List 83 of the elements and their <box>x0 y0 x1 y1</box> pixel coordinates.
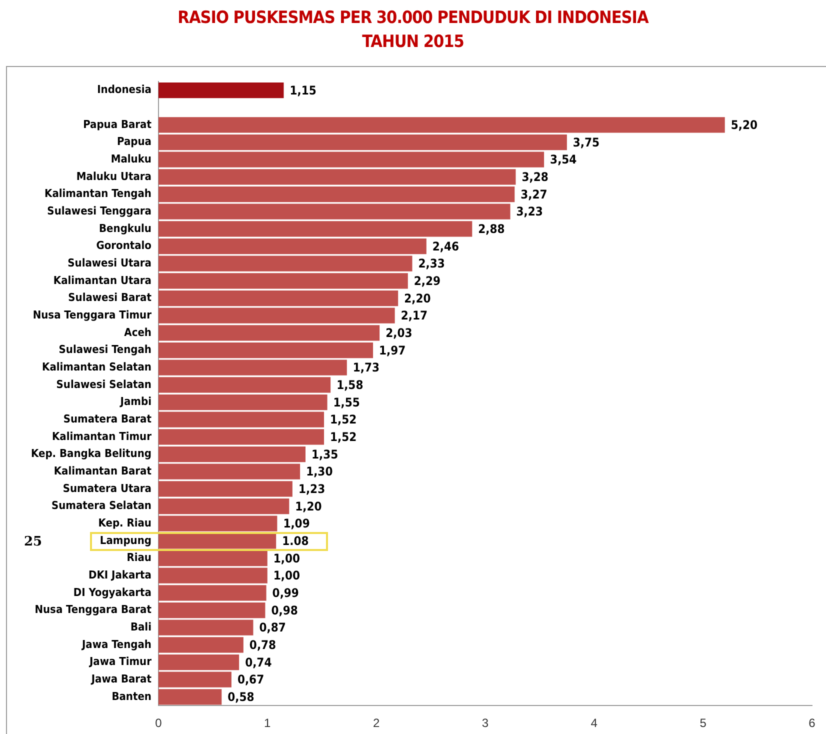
bar <box>158 82 284 98</box>
data-label: 1,97 <box>379 343 406 358</box>
data-label: 0,67 <box>237 672 264 687</box>
y-tick-label: Sumatera Utara <box>62 482 152 495</box>
y-tick-label: Maluku Utara <box>76 170 152 183</box>
data-label: 3,75 <box>572 135 600 150</box>
data-label: 1,73 <box>352 360 380 375</box>
y-tick-label: Sulawesi Barat <box>68 291 152 304</box>
data-label: 3,23 <box>516 204 543 219</box>
y-tick-label: Jawa Barat <box>90 672 152 686</box>
data-label: 1,35 <box>312 447 338 462</box>
data-label: 1.08 <box>282 534 309 548</box>
data-label: 1,00 <box>273 568 300 583</box>
y-tick-label: Sumatera Barat <box>63 412 152 426</box>
y-tick-label: Bali <box>130 620 152 634</box>
data-label: 3,54 <box>550 152 578 167</box>
y-tick-label: DKI Jakarta <box>88 568 152 582</box>
y-tick-label: DI Yogyakarta <box>73 586 152 599</box>
data-label: 1,09 <box>283 516 310 531</box>
y-tick-label: Kalimantan Utara <box>53 274 152 287</box>
data-label: 1,30 <box>306 464 333 479</box>
x-tick-label: 3 <box>482 716 489 730</box>
y-tick-label: Gorontalo <box>96 239 152 252</box>
data-label: 3,27 <box>520 187 548 202</box>
y-tick-label: Kep. Bangka Belitung <box>31 447 152 460</box>
y-tick-label: Sulawesi Tenggara <box>47 204 152 218</box>
data-label: 1,15 <box>290 83 316 98</box>
y-tick-label: Sumatera Selatan <box>51 499 152 512</box>
data-label: 5,20 <box>730 118 758 132</box>
data-label: 2,03 <box>386 326 412 340</box>
x-tick-label: 6 <box>808 716 816 730</box>
data-label: 1,00 <box>273 551 300 566</box>
data-label: 1,23 <box>298 482 326 496</box>
data-label: 2,88 <box>478 222 505 236</box>
y-tick-label: Papua <box>117 135 152 148</box>
x-tick-label: 0 <box>155 716 162 730</box>
data-label: 3,28 <box>522 170 548 184</box>
data-label: 1,55 <box>333 395 360 410</box>
bar <box>158 550 268 566</box>
data-label: 0,98 <box>271 603 298 618</box>
y-tick-label: Jawa Tengah <box>80 638 152 651</box>
y-tick-label: Jawa Timur <box>88 655 152 668</box>
data-label: 0,74 <box>245 655 272 670</box>
x-tick-label: 4 <box>590 716 598 730</box>
y-tick-label: Maluku <box>110 152 152 166</box>
text: 25 <box>24 534 42 550</box>
y-tick-label: Bengkulu <box>99 222 152 235</box>
y-tick-label: Kalimantan Timur <box>52 430 152 443</box>
bar <box>158 516 278 532</box>
data-label: 0,58 <box>228 690 254 704</box>
data-label: 2,46 <box>432 239 460 254</box>
data-label: 1,58 <box>336 378 364 392</box>
y-tick-label: Indonesia <box>97 83 152 96</box>
y-tick-label: Sulawesi Tengah <box>58 343 152 356</box>
y-tick-label: Jambi <box>119 395 152 408</box>
y-tick-label: Lampung <box>100 534 152 547</box>
y-tick-label: Aceh <box>124 326 152 339</box>
x-tick-label: 5 <box>700 716 707 730</box>
y-tick-label: Nusa Tenggara Barat <box>34 603 152 616</box>
data-label: 2,29 <box>414 274 441 288</box>
y-tick-label: Riau <box>126 551 152 564</box>
chart-title: RASIO PUSKESMAS PER 30.000 PENDUDUK DI INDONESIA TAHUN 2015 <box>176 7 650 54</box>
bar <box>158 533 276 549</box>
data-label: 2,20 <box>404 291 431 306</box>
y-tick-label: Sulawesi Utara <box>68 256 152 270</box>
data-label: 1,20 <box>295 499 322 514</box>
y-tick-label: Sulawesi Selatan <box>56 378 152 391</box>
x-tick-label: 2 <box>372 716 380 730</box>
y-tick-label: Papua Barat <box>83 118 152 131</box>
y-tick-label: Kalimantan Barat <box>54 464 152 478</box>
data-label: 2,33 <box>418 256 445 271</box>
data-label: 0,78 <box>249 638 276 652</box>
y-tick-label: Nusa Tenggara Timur <box>32 308 152 322</box>
y-tick-label: Kep. Riau <box>98 516 152 530</box>
data-label: 2,17 <box>400 308 428 323</box>
y-tick-label: Kalimantan Selatan <box>42 360 152 374</box>
y-tick-label: Banten <box>112 690 152 703</box>
y-tick-label: Kalimantan Tengah <box>44 187 152 200</box>
data-label: 1,52 <box>330 412 357 427</box>
data-label: 1,52 <box>330 430 357 444</box>
x-tick-label: 1 <box>264 716 272 730</box>
data-label: 0,99 <box>272 586 299 600</box>
data-label: 0,87 <box>259 620 286 635</box>
